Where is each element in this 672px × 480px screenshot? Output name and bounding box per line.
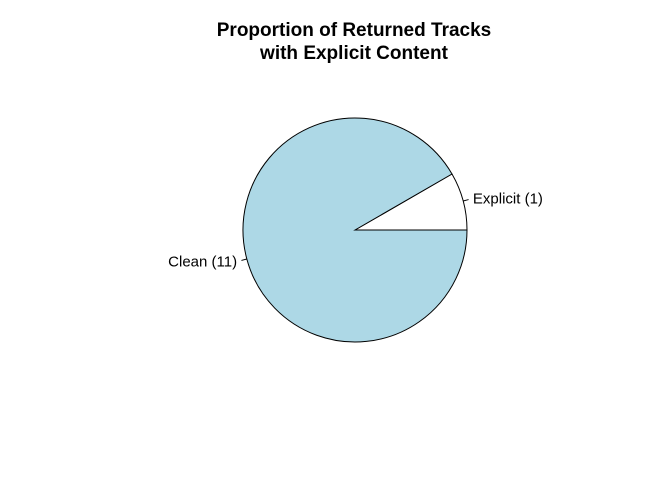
chart-title-line-2: with Explicit Content <box>259 43 449 64</box>
pie-labels: Explicit (1) Clean (11) <box>168 190 543 270</box>
chart-title-line-1: Proportion of Returned Tracks <box>217 20 491 41</box>
pie-slice-1 <box>242 117 468 343</box>
pie-slices <box>242 117 468 343</box>
pie-leader-0 <box>463 199 469 202</box>
pie-leader-1 <box>241 258 247 261</box>
pie-label-1: Clean (11) <box>168 254 237 271</box>
pie-label-0: Explicit (1) <box>473 190 543 207</box>
